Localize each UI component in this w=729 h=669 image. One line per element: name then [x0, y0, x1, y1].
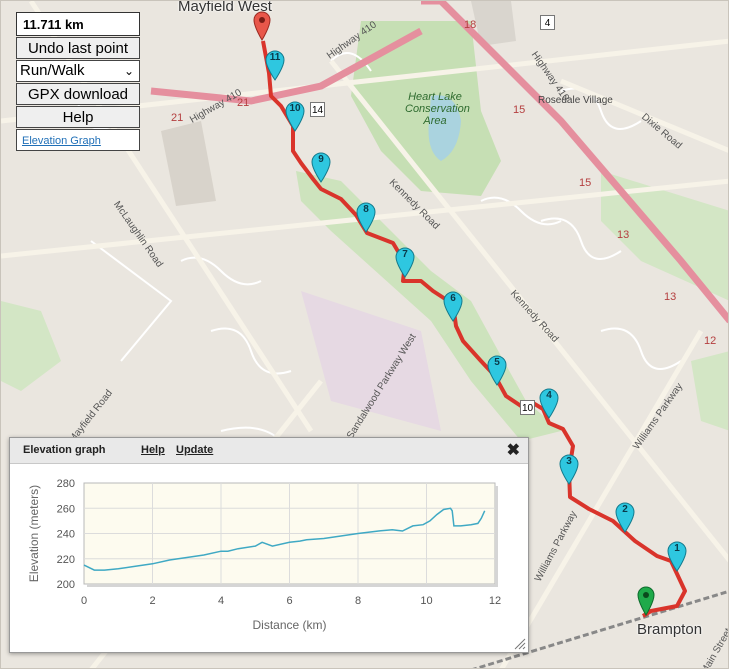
waypoint-marker-icon[interactable]: 10 [284, 100, 306, 132]
help-button[interactable]: Help [16, 106, 140, 128]
elevation-graph-row: Elevation Graph [16, 129, 140, 151]
end-marker-icon[interactable] [251, 9, 273, 41]
waypoint-marker-icon[interactable]: 7 [394, 246, 416, 278]
waypoint-marker-icon[interactable]: 8 [355, 201, 377, 233]
park-label: Heart Lake Conservation Area [405, 91, 470, 127]
elevation-chart: 0 2 4 6 8 10 12 200 220 240 260 280 Distance (km) Ele… [27, 478, 501, 632]
plot-shadow [495, 486, 498, 587]
waypoint-marker-icon[interactable]: 9 [310, 151, 332, 183]
waypoint-marker-icon[interactable]: 2 [614, 501, 636, 533]
y-tick-label: 220 [57, 554, 75, 566]
highway-410 [150, 27, 423, 105]
railway [472, 590, 728, 668]
waypoint-marker-icon[interactable]: 4 [538, 387, 560, 419]
highway-number: 21 [237, 97, 250, 109]
y-tick-label: 200 [57, 579, 75, 591]
route-shield: 4 [540, 15, 555, 30]
south-park [691, 351, 728, 431]
waypoint-marker-icon[interactable]: 1 [666, 540, 688, 572]
gpx-download-button[interactable]: GPX download [16, 83, 140, 105]
town-label: Rosedale Village [538, 95, 613, 106]
west-park [1, 301, 61, 391]
building-block [161, 121, 216, 206]
highway-number: 18 [464, 19, 477, 31]
highway-number: 12 [704, 335, 717, 347]
graph-panel-header[interactable]: Elevation graph Help Update ✖ [10, 438, 528, 464]
building-block [471, 1, 516, 46]
town-label: Brampton [637, 621, 703, 638]
close-icon[interactable]: ✖ [506, 442, 520, 459]
x-tick-label: 8 [355, 595, 361, 607]
y-tick-label: 280 [57, 478, 75, 490]
elevation-graph-panel: Elevation graph Help Update ✖ 0 2 4 6 8 10 12 2… [9, 437, 529, 653]
graph-update-link[interactable]: Update [176, 444, 214, 456]
control-panel: 11.711 km Undo last point Run/Walk ⌄ GPX… [16, 12, 140, 151]
waypoint-marker-icon[interactable]: 11 [264, 49, 286, 81]
distance-readout: 11.711 km [16, 12, 140, 36]
x-tick-label: 12 [489, 595, 501, 607]
elevation-graph-link[interactable]: Elevation Graph [22, 135, 101, 147]
chevron-down-icon: ⌄ [123, 64, 134, 78]
plot-shadow [87, 584, 498, 587]
activity-select-value: Run/Walk [20, 62, 85, 79]
activity-select[interactable]: Run/Walk ⌄ [16, 60, 140, 82]
x-axis-label: Distance (km) [252, 618, 326, 632]
route-shield: 10 [520, 400, 535, 415]
town-label: Mayfield West [178, 0, 272, 15]
graph-panel-title: Elevation graph [23, 444, 106, 456]
waypoint-marker-icon[interactable]: 5 [486, 354, 508, 386]
undo-button[interactable]: Undo last point [16, 37, 140, 59]
highway-number: 15 [513, 104, 526, 116]
x-tick-label: 4 [218, 595, 224, 607]
graph-help-link[interactable]: Help [141, 444, 165, 456]
conservation-park [351, 21, 501, 196]
start-marker-icon[interactable] [635, 584, 657, 616]
x-tick-label: 10 [420, 595, 432, 607]
lake [428, 95, 461, 161]
elevation-series-line [83, 507, 486, 571]
highway-number: 15 [579, 177, 592, 189]
x-tick-label: 0 [81, 595, 87, 607]
highway-number: 21 [171, 112, 184, 124]
resize-handle-icon[interactable] [514, 638, 526, 650]
highway-410 [438, 1, 728, 324]
waypoint-marker-icon[interactable]: 3 [558, 453, 580, 485]
highway-number: 13 [617, 229, 630, 241]
route-shield: 14 [310, 102, 325, 117]
x-tick-label: 6 [286, 595, 292, 607]
waypoint-marker-icon[interactable]: 6 [442, 290, 464, 322]
y-axis-label: Elevation (meters) [27, 485, 41, 582]
y-tick-label: 260 [57, 503, 75, 515]
industrial-area [301, 291, 441, 431]
y-tick-label: 240 [57, 529, 75, 541]
x-tick-label: 2 [149, 595, 155, 607]
highway-number: 13 [664, 291, 677, 303]
